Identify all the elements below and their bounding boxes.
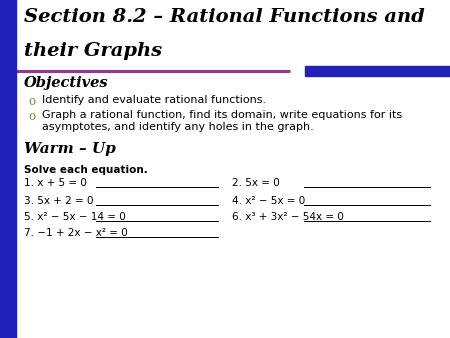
Text: o: o	[28, 110, 35, 123]
Text: o: o	[28, 95, 35, 108]
Text: 6. x³ + 3x² − 54x = 0: 6. x³ + 3x² − 54x = 0	[232, 212, 344, 222]
Text: Solve each equation.: Solve each equation.	[24, 165, 148, 175]
Text: their Graphs: their Graphs	[24, 42, 162, 60]
Text: 2. 5x = 0: 2. 5x = 0	[232, 178, 280, 188]
Text: 7. −1 + 2x − x² = 0: 7. −1 + 2x − x² = 0	[24, 228, 128, 238]
Text: Graph a rational function, find its domain, write equations for its: Graph a rational function, find its doma…	[42, 110, 402, 120]
Bar	[305, 66, 450, 76]
Text: 4. x² − 5x = 0: 4. x² − 5x = 0	[232, 196, 305, 206]
Text: 5. x² − 5x − 14 = 0: 5. x² − 5x − 14 = 0	[24, 212, 126, 222]
Bar	[0, 0, 16, 338]
Text: 3. 5x + 2 = 0: 3. 5x + 2 = 0	[24, 196, 94, 206]
Text: Identify and evaluate rational functions.: Identify and evaluate rational functions…	[42, 95, 266, 105]
Text: Warm – Up: Warm – Up	[24, 142, 116, 156]
Text: asymptotes, and identify any holes in the graph.: asymptotes, and identify any holes in th…	[42, 122, 314, 132]
Text: Objectives: Objectives	[24, 76, 108, 90]
Text: Section 8.2 – Rational Functions and: Section 8.2 – Rational Functions and	[24, 8, 425, 26]
Text: 1. x + 5 = 0: 1. x + 5 = 0	[24, 178, 87, 188]
